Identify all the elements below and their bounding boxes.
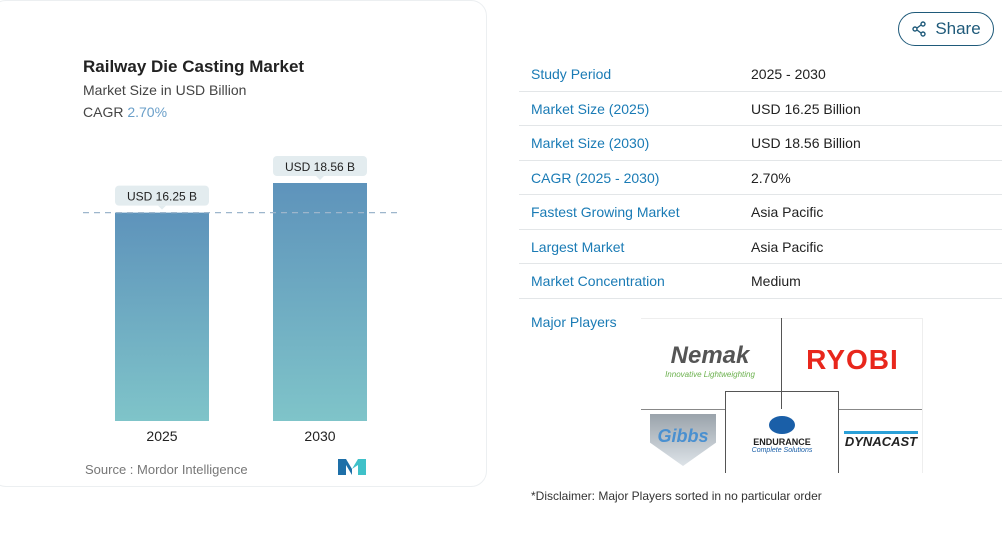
row-value: Medium — [751, 273, 801, 289]
data-label: USD 18.56 B — [285, 160, 355, 174]
share-button[interactable]: Share — [898, 12, 994, 46]
data-label-pointer — [158, 205, 166, 210]
bar-2025 — [115, 212, 209, 421]
table-row: CAGR (2025 - 2030) 2.70% — [519, 161, 1002, 195]
row-value: Asia Pacific — [751, 238, 824, 255]
x-tick-label: 2030 — [304, 428, 335, 444]
row-label: Study Period — [531, 66, 612, 82]
table-row: Market Concentration Medium — [519, 264, 1002, 299]
cagr-label: CAGR — [83, 104, 124, 120]
data-label-pointer — [316, 176, 324, 180]
cagr: CAGR 2.70% — [83, 104, 167, 120]
player-logo-dynacast: DYNACAST — [840, 420, 922, 460]
major-players-label: Major Players — [531, 314, 617, 330]
row-label: Fastest Growing Market — [531, 204, 680, 220]
data-label-bg — [115, 185, 209, 206]
table-row: Fastest Growing Market Asia Pacific — [519, 195, 1002, 230]
table-row: Market Size (2030) USD 18.56 Billion — [519, 126, 1002, 161]
player-logo-endurance: ENDURANCE Complete Solutions — [727, 405, 837, 465]
table-row: Market Size (2025) USD 16.25 Billion — [519, 92, 1002, 126]
bar-2030 — [273, 183, 367, 421]
x-tick-label: 2025 — [146, 428, 177, 444]
chart-card — [0, 0, 487, 487]
row-value: USD 16.25 Billion — [751, 100, 861, 117]
row-value: 2025 - 2030 — [751, 66, 826, 82]
disclaimer: *Disclaimer: Major Players sorted in no … — [531, 489, 822, 503]
share-label: Share — [935, 19, 981, 38]
row-label: CAGR (2025 - 2030) — [531, 169, 660, 186]
table-row: Study Period 2025 - 2030 — [519, 57, 1002, 92]
row-label: Largest Market — [531, 238, 625, 255]
player-logo-nemak: Nemak Innovative Lightweighting — [665, 341, 755, 379]
row-value: 2.70% — [751, 169, 791, 186]
player-logo-gibbs: Gibbs — [650, 414, 716, 466]
data-label-bg — [273, 156, 367, 176]
share-icon — [912, 21, 927, 37]
chart-title: Railway Die Casting Market — [83, 57, 305, 76]
bar-chart: USD 16.25 B 2025 USD 18.56 B 2030 — [83, 156, 402, 444]
cagr-value: 2.70% — [127, 104, 168, 120]
mordor-logo-icon — [338, 459, 366, 475]
row-value: Asia Pacific — [751, 204, 824, 220]
row-label: Market Size (2030) — [531, 135, 650, 151]
row-label: Market Size (2025) — [531, 100, 650, 117]
table-row: Largest Market Asia Pacific — [519, 230, 1002, 264]
chart-subtitle: Market Size in USD Billion — [83, 82, 247, 98]
row-value: USD 18.56 Billion — [751, 135, 861, 151]
source-text: Source : Mordor Intelligence — [85, 462, 248, 477]
row-label: Market Concentration — [531, 273, 665, 289]
player-logo-ryobi: RYOBI — [806, 344, 899, 375]
data-label: USD 16.25 B — [127, 190, 197, 204]
